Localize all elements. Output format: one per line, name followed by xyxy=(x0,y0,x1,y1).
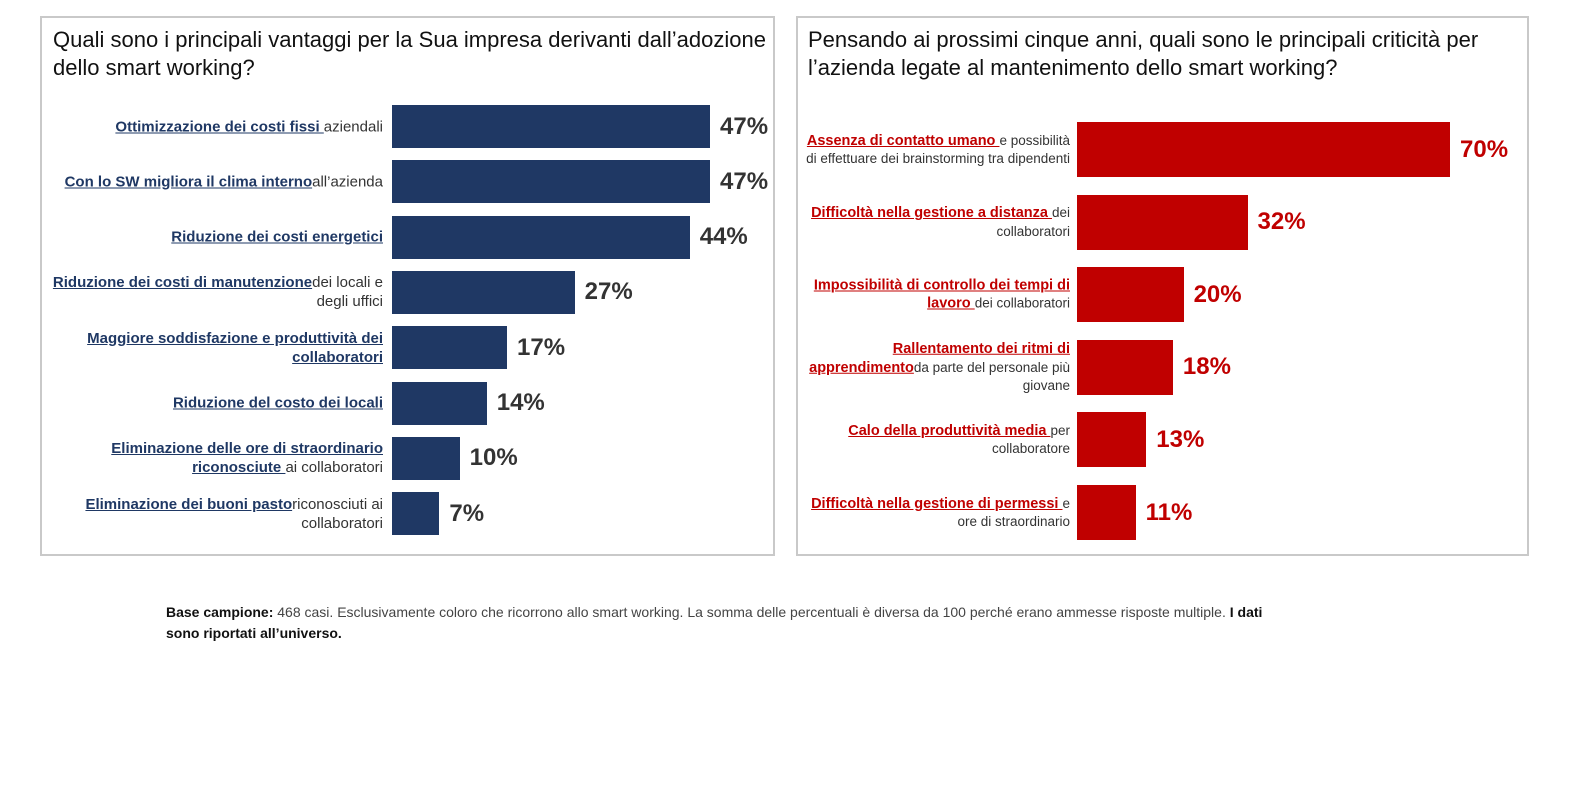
category-detail: all’azienda xyxy=(312,173,383,191)
data-label: 27% xyxy=(584,278,633,306)
data-label: 18% xyxy=(1182,353,1231,381)
bar xyxy=(1077,267,1184,323)
category-detail: e ore di straordinario xyxy=(957,495,1070,530)
category-highlight: Maggiore soddisfazione e produttività de… xyxy=(87,329,383,366)
bar-plot: Ottimizzazione dei costi fissi aziendali… xyxy=(42,18,773,554)
chart-title: Quali sono i principali vantaggi per la … xyxy=(53,27,766,80)
bar xyxy=(392,270,575,314)
category-highlight: Calo della produttività media xyxy=(848,422,1051,439)
data-label: 44% xyxy=(699,223,748,251)
category-detail: aziendali xyxy=(323,118,383,135)
category-detail: dei locali e degli uffici xyxy=(312,274,383,311)
data-label: 7% xyxy=(449,499,485,527)
bar xyxy=(392,160,710,204)
category-highlight: Ottimizzazione dei costi fissi xyxy=(115,118,324,135)
category-highlight: Eliminazione delle ore di straordinario … xyxy=(111,440,383,477)
chart-panel-criticita: Pensando ai prossimi cinque anni, quali … xyxy=(796,16,1529,556)
category-label: Impossibilità di controllo dei tempi di … xyxy=(800,276,1070,313)
category-label: Difficoltà nella gestione di permessi e … xyxy=(800,495,1070,531)
data-label: 70% xyxy=(1460,135,1509,163)
category-label: Eliminazione dei buoni pastoriconosciuti… xyxy=(38,495,383,533)
category-label: Calo della produttività media per collab… xyxy=(800,422,1070,458)
category-highlight: Riduzione dei costi di manutenzione xyxy=(52,274,313,292)
bar xyxy=(1077,122,1450,177)
data-label: 47% xyxy=(720,112,769,140)
footnote-text: 468 casi. Esclusivamente coloro che rico… xyxy=(273,604,1230,620)
category-highlight: Assenza di contatto umano xyxy=(806,132,1000,149)
bar xyxy=(392,381,487,425)
category-label: Eliminazione delle ore di straordinario … xyxy=(38,439,383,477)
data-label: 20% xyxy=(1193,280,1242,308)
bar-plot: Assenza di contatto umano e possibilità … xyxy=(798,18,1527,554)
bar xyxy=(1077,412,1147,468)
category-label: Maggiore soddisfazione e produttività de… xyxy=(38,329,383,367)
category-label: Difficoltà nella gestione a distanza dei… xyxy=(800,204,1070,240)
bar xyxy=(1077,485,1136,540)
category-highlight: Riduzione dei costi energetici xyxy=(171,228,383,246)
bar xyxy=(392,105,710,148)
data-label: 14% xyxy=(496,389,545,416)
category-detail: e possibilità di effettuare dei brainsto… xyxy=(806,132,1070,167)
data-label: 13% xyxy=(1156,425,1205,453)
bar xyxy=(1077,339,1173,395)
category-highlight: Rallentamento dei ritmi di apprendimento xyxy=(809,341,1070,376)
category-label: Ottimizzazione dei costi fissi aziendali xyxy=(38,117,383,136)
footnote: Base campione: 468 casi. Esclusivamente … xyxy=(166,602,1286,644)
data-label: 17% xyxy=(517,333,566,361)
category-highlight: Riduzione del costo dei locali xyxy=(172,394,383,412)
data-label: 11% xyxy=(1145,498,1193,526)
bar xyxy=(1077,194,1248,250)
bar xyxy=(392,326,508,370)
category-detail: ai collaboratori xyxy=(285,459,383,477)
data-label: 47% xyxy=(720,167,769,195)
category-detail: dei collaboratori xyxy=(996,205,1070,239)
category-detail: riconosciuti ai collaboratori xyxy=(292,495,383,532)
category-label: Riduzione del costo dei locali xyxy=(38,394,383,413)
chart-title: Pensando ai prossimi cinque anni, quali … xyxy=(808,27,1479,80)
category-label: Riduzione dei costi di manutenzionedei l… xyxy=(38,273,383,311)
data-label: 32% xyxy=(1257,208,1306,236)
category-label: Con lo SW migliora il clima internoall’a… xyxy=(38,172,383,191)
category-highlight: Difficoltà nella gestione a distanza xyxy=(811,205,1052,222)
category-highlight: Difficoltà nella gestione di permessi xyxy=(811,495,1063,512)
category-label: Riduzione dei costi energetici xyxy=(38,228,383,247)
category-highlight: Impossibilità di controllo dei tempi di … xyxy=(813,277,1070,312)
footnote-bold-end: I dati sono riportati all’universo. xyxy=(166,604,1263,641)
footnote-label: Base campione: xyxy=(166,604,274,620)
category-detail: per collaboratore xyxy=(991,422,1070,457)
bar xyxy=(392,215,690,259)
data-label: 10% xyxy=(469,444,518,472)
category-detail: da parte del personale più giovane xyxy=(913,359,1070,394)
bar xyxy=(392,436,460,480)
category-highlight: Con lo SW migliora il clima interno xyxy=(64,173,313,191)
category-label: Assenza di contatto umano e possibilità … xyxy=(800,132,1070,168)
category-highlight: Eliminazione dei buoni pasto xyxy=(85,495,293,513)
chart-panel-vantaggi: Quali sono i principali vantaggi per la … xyxy=(40,16,775,556)
category-label: Rallentamento dei ritmi di apprendimento… xyxy=(800,340,1070,395)
bar xyxy=(392,492,440,536)
category-detail: dei collaboratori xyxy=(974,295,1070,311)
